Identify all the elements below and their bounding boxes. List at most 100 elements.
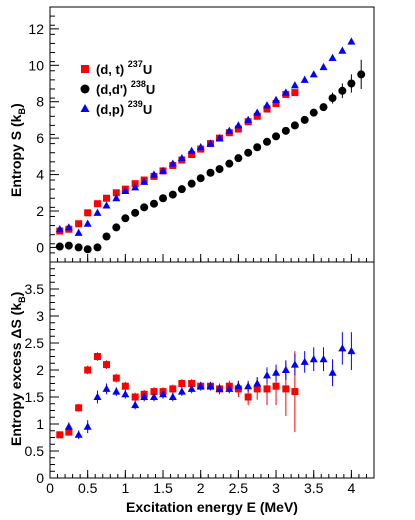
data-point-triangle xyxy=(338,46,347,54)
data-point-triangle xyxy=(215,384,224,392)
data-point-triangle xyxy=(112,387,121,395)
data-point-triangle xyxy=(93,208,102,216)
x-tick-label: 0 xyxy=(46,480,54,496)
data-point-circle xyxy=(64,241,73,250)
data-point-circle xyxy=(121,214,130,223)
data-point-square xyxy=(75,220,83,228)
data-point-square xyxy=(188,151,196,159)
y-tick-label: 6 xyxy=(36,130,44,146)
data-point-triangle xyxy=(263,101,272,109)
y-tick-label: 0.5 xyxy=(25,443,45,459)
y-tick-label: 3.5 xyxy=(25,281,45,297)
y-tick-label: 0 xyxy=(36,470,44,486)
data-point-circle xyxy=(187,179,196,188)
data-point-triangle xyxy=(159,166,168,174)
data-point-square xyxy=(56,431,64,439)
x-tick-label: 1.5 xyxy=(153,480,173,496)
data-point-triangle xyxy=(187,384,196,392)
data-point-triangle xyxy=(328,53,337,61)
legend-label-dd: (d,d') 238U xyxy=(96,79,155,97)
data-point-triangle xyxy=(121,186,130,194)
data-point-square xyxy=(263,385,271,393)
y-tick-label: 1.5 xyxy=(25,389,45,405)
data-point-square xyxy=(178,380,186,387)
data-point-square xyxy=(291,89,299,97)
data-point-triangle xyxy=(253,379,262,387)
data-point-triangle xyxy=(244,382,253,390)
data-point-square xyxy=(188,380,196,387)
data-point-square xyxy=(103,361,111,369)
data-point-triangle xyxy=(290,81,299,89)
data-point-square xyxy=(253,112,261,120)
data-point-square xyxy=(272,100,280,108)
data-point-circle xyxy=(309,108,318,117)
data-point-square xyxy=(65,428,73,436)
data-point-triangle xyxy=(196,143,205,151)
data-point-circle xyxy=(177,185,186,194)
data-point-triangle xyxy=(281,365,290,373)
data-point-triangle xyxy=(338,344,347,352)
data-point-triangle xyxy=(93,392,102,400)
data-point-circle xyxy=(168,190,177,199)
data-point-circle xyxy=(244,148,253,157)
data-point-triangle xyxy=(328,368,337,376)
data-point-triangle xyxy=(112,194,121,202)
data-point-circle xyxy=(234,154,243,163)
data-point-triangle xyxy=(83,219,92,227)
legend-label-dp: (d,p) 239U xyxy=(96,99,152,117)
data-point-triangle xyxy=(168,159,177,167)
y-tick-label: 8 xyxy=(36,94,44,110)
data-point-circle xyxy=(225,159,234,168)
data-point-triangle xyxy=(187,146,196,154)
y-tick-label: 2 xyxy=(36,203,44,219)
data-point-triangle xyxy=(64,223,73,231)
legend-entry-dd: (d,d') 238U xyxy=(80,79,155,97)
data-point-square xyxy=(234,125,242,133)
bottom-data-points xyxy=(56,344,356,439)
data-point-triangle xyxy=(196,382,205,390)
data-point-triangle xyxy=(347,346,356,355)
data-point-triangle xyxy=(347,37,356,45)
legend: (d, t) 237U (d,d') 238U (d,p) 239U xyxy=(80,59,155,117)
data-point-circle xyxy=(159,194,168,203)
data-point-circle xyxy=(149,199,158,208)
data-point-circle xyxy=(74,243,83,252)
legend-marker-dt xyxy=(81,65,89,73)
data-point-circle xyxy=(206,168,215,177)
data-point-square xyxy=(150,388,158,396)
data-point-triangle xyxy=(225,384,234,392)
data-point-circle xyxy=(140,203,149,212)
x-tick-label: 4 xyxy=(347,480,355,496)
data-point-triangle xyxy=(234,382,243,390)
legend-marker-dd xyxy=(80,84,90,94)
data-point-circle xyxy=(272,132,281,141)
bottom-y-axis-label: Entropy excess ΔS (kB) xyxy=(8,292,27,446)
data-point-square xyxy=(253,385,261,393)
y-tick-label: 12 xyxy=(28,21,44,37)
data-point-circle xyxy=(290,121,299,130)
data-point-triangle xyxy=(281,88,290,96)
data-point-triangle xyxy=(272,368,281,376)
data-point-triangle xyxy=(159,390,168,398)
data-point-triangle xyxy=(319,355,328,363)
data-point-triangle xyxy=(225,126,234,134)
data-point-square xyxy=(121,382,129,390)
data-point-square xyxy=(75,404,83,412)
data-point-triangle xyxy=(102,384,111,392)
y-tick-label: 2.5 xyxy=(25,335,45,351)
data-point-circle xyxy=(263,137,272,146)
data-point-square xyxy=(112,374,120,382)
data-point-triangle xyxy=(177,387,186,395)
data-point-square xyxy=(103,194,111,202)
data-point-square xyxy=(291,388,299,396)
data-point-circle xyxy=(83,245,92,254)
y-tick-label: 3 xyxy=(36,308,44,324)
data-point-triangle xyxy=(272,95,281,103)
data-point-triangle xyxy=(253,108,262,116)
x-tick-label: 3 xyxy=(272,480,280,496)
data-point-circle xyxy=(357,70,366,79)
data-point-circle xyxy=(55,242,64,251)
top-y-axis-label: Entropy S (kB) xyxy=(8,103,27,197)
bottom-panel: 0 0.5 1 1.5 2 2.5 3 3.5 0 0.5 1 1.5 2 2.5 3 3.5 4 Entro… xyxy=(8,261,375,515)
